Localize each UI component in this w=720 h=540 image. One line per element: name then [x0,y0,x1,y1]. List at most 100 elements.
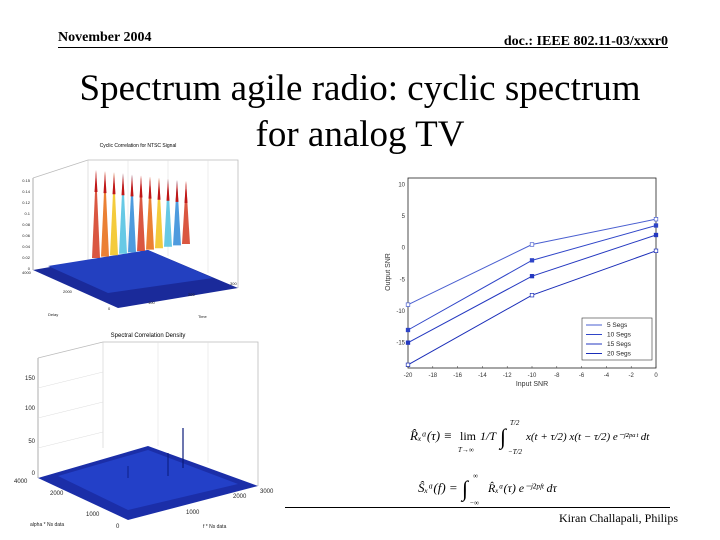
formula-lhs: R̂ₓᵅ(τ) ≡ [410,428,452,443]
x-axis-label: Input SNR [516,381,548,388]
formula-integral: ∫ [460,476,470,502]
legend-label: 20 Segs [607,351,632,358]
formula-limit-sub: T→∞ [458,446,474,454]
x-tick: -18 [428,373,437,379]
formula-integral-upper: T/2 [510,419,520,427]
correlation-peak-tip [94,170,98,192]
correlation-peak [110,172,118,256]
x-tick: 2000 [63,289,73,294]
x-axis-label: alpha * Ns data [30,522,64,528]
x-tick: 2000 [50,491,64,497]
correlation-peak [164,178,172,247]
x-tick: 4000 [14,479,28,485]
formula-limit: lim [460,429,477,443]
x-tick: -10 [528,373,537,379]
spectral-correlation-formula: Ŝₓᵅ(f) = ∫ ∞ −∞ R̂ₓᵅ(τ) e⁻ʲ²ᵖᶠᵗ dτ [418,468,618,508]
data-point [529,274,535,279]
correlation-peak [155,177,163,249]
y-tick: 3000 [260,489,274,495]
correlation-peak [119,173,127,254]
correlation-peak [128,174,136,253]
z-tick: 0.08 [22,222,31,227]
formula-lhs: Ŝₓᵅ(f) = [418,480,458,495]
slide-title-line-2: for analog TV [255,114,465,155]
z-tick: 0.06 [22,233,31,238]
z-tick: 0.14 [22,189,31,194]
x-tick: -14 [478,373,487,379]
z-tick: 0.02 [22,255,31,260]
correlation-peak [146,176,154,250]
data-point [405,327,411,333]
z-tick: 0.12 [22,200,31,205]
correlation-peak-tip [175,179,179,202]
legend-label: 10 Segs [607,332,632,339]
slide-title-line-1: Spectrum agile radio: cyclic spectrum [79,68,641,109]
correlation-peak-tip [103,171,107,194]
correlation-peak-tip [148,176,152,199]
x-tick: 0 [108,306,111,311]
z-tick: 0 [32,471,36,477]
data-point [405,302,411,307]
x-tick: -20 [404,373,413,379]
spectral-correlation-plot: Spectral Correlation Density 150 100 50 … [8,328,280,533]
y-tick: 10 [398,182,405,188]
formula-body: R̂ₓᵅ(τ) e⁻ʲ²ᵖᶠᵗ dτ [487,481,558,495]
y-tick: 5 [402,214,406,220]
footer-author: Kiran Challapali, Philips [559,511,678,525]
correlation-peak-tip [139,175,143,198]
correlation-peak [173,179,181,246]
data-point [653,248,659,253]
correlation-peak [101,171,109,257]
correlation-peak-tip [166,178,170,201]
y-tick: -5 [400,277,406,283]
z-tick: 150 [25,376,36,382]
y-axis-label: Time [198,314,208,319]
correlation-peak-tip [157,177,161,200]
snr-line-chart: Input SNR Output SNR -20 -18 -16 -14 -12 -10-… [380,172,670,390]
x-tick: 0 [116,524,120,530]
data-point [653,223,659,228]
y-tick: 100 [148,300,155,305]
data-point [529,258,535,263]
x-tick: -6 [579,373,585,379]
formula-integral-lower: −T/2 [508,448,523,456]
spectral-correlation-title: Spectral Correlation Density [111,333,186,339]
z-tick: 0.04 [22,244,31,249]
data-point [405,340,411,345]
z-tick: 0.15 [22,178,31,183]
y-tick: 0 [402,246,406,252]
cyclic-autocorrelation-formula: R̂ₓᵅ(τ) ≡ lim T→∞ 1/T ∫ T/2 −T/2 x(t + τ… [409,412,670,460]
correlation-peak-tip [121,173,125,196]
x-tick: -16 [453,373,462,379]
legend-label: 15 Segs [607,341,632,348]
correlation-peak-tip [184,181,188,203]
y-axis-label: Output SNR [385,253,392,291]
x-tick: -4 [604,373,610,379]
x-tick: -8 [554,373,560,379]
x-tick: 4000 [22,270,32,275]
data-point [529,242,535,247]
x-tick: 1000 [86,512,100,518]
x-tick: 0 [654,373,658,379]
header-divider [58,47,668,48]
footer-divider [285,507,670,508]
z-tick: 0 [28,266,31,271]
cyclic-correlation-title: Cyclic Correlation for NTSC Signal [100,143,177,149]
y-axis-label: f * Ns data [203,524,227,530]
correlation-peak [92,170,100,258]
formula-integral-upper: ∞ [473,472,478,480]
y-tick: -15 [396,341,405,347]
formula-body: x(t + τ/2) x(t − τ/2) e⁻ʲ²ᵖᵃᵗ dt [525,431,650,443]
x-axis-label: Delay [48,312,58,317]
y-tick: 2000 [233,494,247,500]
data-point [529,293,535,298]
data-point [653,232,659,238]
data-point [653,217,659,222]
x-tick: -2 [629,373,635,379]
y-tick: 300 [230,281,237,286]
z-tick: 50 [28,439,35,445]
correlation-peak-tip [112,172,116,195]
x-tick: -12 [503,373,512,379]
cyclic-correlation-plot: Cyclic Correlation for NTSC Signal 0.15 … [8,138,260,328]
header-date: November 2004 [58,30,152,45]
